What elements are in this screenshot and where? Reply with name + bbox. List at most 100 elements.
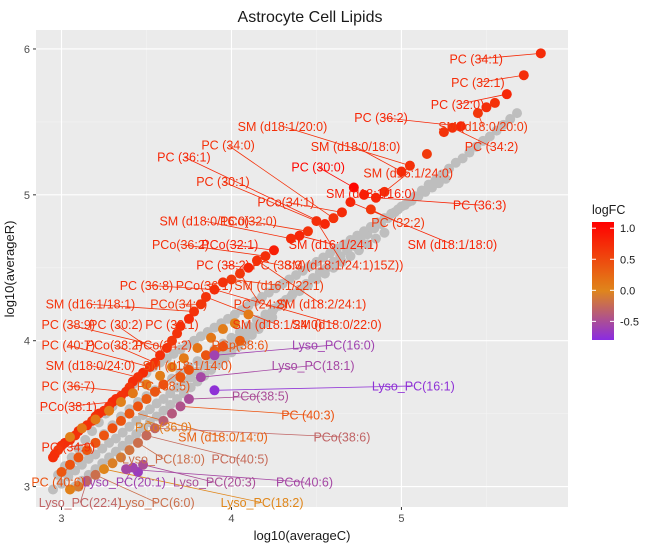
data-point-nonsignificant bbox=[124, 434, 135, 445]
data-point-nonsignificant bbox=[498, 119, 509, 130]
label-leader-line bbox=[142, 464, 215, 483]
data-point-significant bbox=[268, 245, 279, 256]
data-point-nonsignificant bbox=[379, 227, 390, 238]
data-point-nonsignificant bbox=[267, 312, 278, 323]
data-point-nonsignificant bbox=[158, 405, 169, 416]
data-point-nonsignificant bbox=[165, 399, 176, 410]
data-point-significant bbox=[234, 268, 245, 279]
data-point-significant bbox=[64, 484, 75, 495]
point-label: PCo(34:1) bbox=[257, 196, 314, 210]
data-point-nonsignificant bbox=[110, 433, 121, 444]
y-tick-label: 4 bbox=[24, 336, 30, 348]
point-label: PC (34:2) bbox=[465, 140, 519, 154]
logfc-legend: logFC 1.0 0.5 0.0 -0.5 bbox=[592, 203, 639, 340]
data-point-nonsignificant bbox=[345, 251, 356, 262]
data-point-significant bbox=[234, 335, 245, 346]
data-point-significant bbox=[195, 372, 206, 383]
data-point-significant bbox=[90, 414, 101, 425]
data-point-significant bbox=[328, 213, 339, 224]
data-point-significant bbox=[200, 291, 211, 302]
data-point-significant bbox=[141, 430, 152, 441]
data-point-significant bbox=[217, 277, 228, 288]
data-point-significant bbox=[489, 97, 500, 108]
point-label: PC (36:8) bbox=[120, 279, 174, 293]
data-point-nonsignificant bbox=[311, 274, 322, 285]
data-point-nonsignificant bbox=[484, 131, 495, 142]
point-label: Lyso_PC(20:3) bbox=[173, 476, 256, 490]
label-leader-line bbox=[256, 260, 322, 305]
point-label: SM (d16:1/24:1) bbox=[289, 238, 379, 252]
data-point-significant bbox=[124, 408, 135, 419]
point-label: SM (d18:1/14:0) bbox=[142, 359, 232, 373]
data-point-nonsignificant bbox=[172, 382, 183, 393]
data-point-significant bbox=[192, 343, 203, 353]
data-point-significant bbox=[56, 466, 67, 477]
data-point-significant bbox=[141, 394, 152, 405]
label-leader-line bbox=[146, 435, 241, 460]
data-point-significant bbox=[172, 328, 183, 339]
point-label: PCo(36:1) bbox=[176, 279, 233, 293]
point-label: SM (d18:2/24:1) bbox=[277, 298, 367, 312]
data-point-significant bbox=[98, 464, 109, 475]
label-leader-line bbox=[227, 144, 334, 219]
data-point-nonsignificant bbox=[471, 141, 482, 152]
point-label: SM (d16:1/18:1) bbox=[46, 298, 136, 312]
label-leader-line bbox=[214, 289, 337, 326]
data-point-significant bbox=[132, 437, 143, 448]
data-point-nonsignificant bbox=[353, 245, 364, 256]
data-point-significant bbox=[47, 452, 58, 463]
x-tick-label: 3 bbox=[58, 513, 64, 525]
point-label: PCo(36:0) bbox=[135, 420, 192, 434]
label-leader-lines bbox=[57, 52, 541, 504]
data-point-nonsignificant bbox=[277, 297, 288, 308]
data-point-significant bbox=[209, 350, 220, 361]
label-leader-line bbox=[103, 468, 263, 504]
data-point-significant bbox=[217, 341, 228, 352]
data-point-nonsignificant bbox=[97, 443, 108, 454]
data-point-significant bbox=[166, 361, 177, 372]
point-label: PCo(38:2) bbox=[86, 339, 143, 353]
data-point-significant bbox=[209, 385, 220, 396]
data-point-significant bbox=[260, 251, 271, 262]
point-label: PCo(40:6) bbox=[276, 476, 333, 490]
data-point-significant bbox=[161, 343, 172, 353]
label-leader-line bbox=[180, 405, 308, 416]
label-leader-line bbox=[205, 296, 278, 326]
point-label: SM (d18:0/18:0) bbox=[311, 140, 401, 154]
label-leader-line bbox=[231, 279, 280, 286]
data-point-significant bbox=[183, 313, 194, 324]
label-leader-line bbox=[239, 273, 261, 305]
point-label: PC (30:2) bbox=[89, 318, 143, 332]
label-leader-line bbox=[68, 344, 150, 368]
data-point-significant bbox=[209, 284, 220, 295]
data-point-significant bbox=[104, 405, 115, 416]
data-point-significant bbox=[98, 430, 109, 441]
point-label: SM (d18:1/24:0) bbox=[233, 318, 323, 332]
data-point-significant bbox=[107, 423, 118, 434]
data-point-significant bbox=[302, 226, 313, 237]
point-label: Lyso_PC(22:4) bbox=[39, 496, 122, 510]
data-point-nonsignificant bbox=[294, 286, 305, 297]
point-label: SM (d18:1/24:1)15Z)) bbox=[284, 258, 404, 272]
point-label: PC (38:2) bbox=[196, 258, 250, 272]
point-label: PC (32:2) bbox=[371, 216, 425, 230]
x-tick-label: 4 bbox=[228, 513, 234, 525]
point-label: Lyso_PC(18:1) bbox=[272, 359, 355, 373]
label-leader-line bbox=[282, 125, 411, 167]
data-point-nonsignificant bbox=[370, 233, 381, 244]
data-point-nonsignificant bbox=[144, 404, 155, 415]
data-point-nonsignificant bbox=[491, 125, 502, 136]
point-label: SM (d18:0/24:0) bbox=[46, 359, 136, 373]
label-leader-line bbox=[299, 235, 334, 245]
point-label: Lyso_PC(16:0) bbox=[292, 339, 375, 353]
label-leader-line bbox=[68, 401, 113, 407]
data-point-significant bbox=[229, 318, 240, 329]
data-point-significant bbox=[175, 401, 186, 412]
data-point-significant bbox=[348, 182, 359, 193]
data-point-significant bbox=[115, 396, 126, 407]
data-point-significant bbox=[226, 274, 237, 285]
label-leader-line bbox=[380, 117, 461, 127]
label-leader-line bbox=[137, 442, 164, 460]
point-label: PC (30:0) bbox=[291, 161, 345, 175]
data-point-significant bbox=[359, 189, 370, 200]
